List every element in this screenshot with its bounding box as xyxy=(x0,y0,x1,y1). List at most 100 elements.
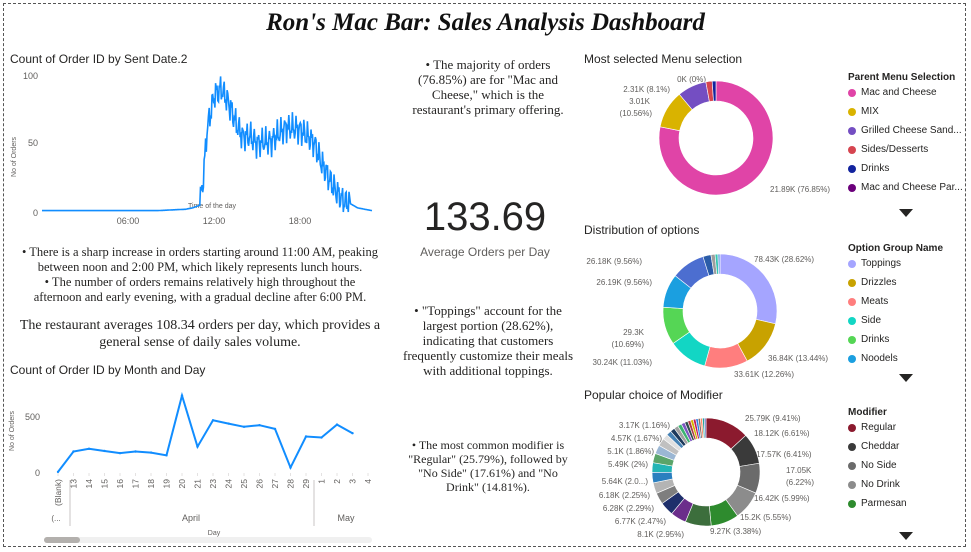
modifier-label-r3: 17.05K xyxy=(786,466,812,475)
menu-legend-item[interactable]: Drinks xyxy=(848,159,963,178)
modifier-slice[interactable] xyxy=(703,417,707,439)
modifier-legend-item[interactable]: No Side xyxy=(848,456,907,475)
modifier-legend-more-icon[interactable] xyxy=(899,532,913,540)
day-line-chart[interactable]: No of Orders 500 0 (... April May Day (B… xyxy=(0,376,390,538)
modifier-label-r1: 18.12K (6.61%) xyxy=(754,429,810,438)
options-legend-item[interactable]: Drizzles xyxy=(848,273,901,292)
day-x-tick-label: 27 xyxy=(270,479,280,489)
day-point[interactable] xyxy=(242,425,246,428)
day-point[interactable] xyxy=(320,436,323,439)
day-point[interactable] xyxy=(351,432,354,435)
options-label-toppings: 78.43K (28.62%) xyxy=(754,255,814,264)
modifier-insight: • The most common modifier is "Regular" … xyxy=(408,438,568,494)
menu-legend-item[interactable]: Grilled Cheese Sand... xyxy=(848,121,963,140)
menu-label-drinks: 0K (0%) xyxy=(677,75,706,84)
day-point[interactable] xyxy=(227,422,230,425)
modifier-label-l6: 6.28K (2.29%) xyxy=(603,504,654,513)
modifier-label-l5: 6.18K (2.25%) xyxy=(599,491,650,500)
scrollbar-thumb[interactable] xyxy=(44,537,80,543)
day-x-tick-label: 18 xyxy=(146,479,156,489)
modifier-donut-chart[interactable]: 25.79K (9.41%) 18.12K (6.61%) 17.57K (6.… xyxy=(582,404,842,542)
horizontal-scrollbar[interactable] xyxy=(44,537,372,543)
day-point[interactable] xyxy=(118,451,122,455)
menu-legend-item[interactable]: Mac and Cheese Par... xyxy=(848,178,963,197)
modifier-legend-title: Modifier xyxy=(848,407,887,418)
day-point[interactable] xyxy=(56,470,60,474)
day-point[interactable] xyxy=(196,445,199,448)
menu-slice[interactable] xyxy=(658,80,774,196)
day-point[interactable] xyxy=(273,427,277,431)
month-label-april: April xyxy=(182,513,200,523)
day-x-tick-label: 29 xyxy=(301,479,311,489)
options-legend-label: Toppings xyxy=(861,258,902,269)
time-y-tick-100: 100 xyxy=(23,71,38,81)
day-y-tick-500: 500 xyxy=(25,412,40,422)
day-x-tick-label: 20 xyxy=(177,479,187,489)
time-line-chart[interactable]: No of Orders 100 50 0 06:00 12:00 18:00 … xyxy=(0,62,390,232)
day-point[interactable] xyxy=(180,394,184,397)
options-legend-item[interactable]: Meats xyxy=(848,292,901,311)
kpi-value: 133.69 xyxy=(423,195,547,239)
menu-legend-swatch xyxy=(848,88,856,97)
menu-donut-chart[interactable]: 0K (0%) 2.31K (8.1%) 3.01K (10.56%) 21.8… xyxy=(582,66,842,206)
menu-legend-label: Grilled Cheese Sand... xyxy=(861,125,962,136)
modifier-legend-item[interactable]: Parmesan xyxy=(848,494,907,513)
modifier-legend-swatch xyxy=(848,461,856,470)
kpi-label: Average Orders per Day xyxy=(420,245,550,259)
day-point[interactable] xyxy=(87,447,91,451)
modifier-legend-label: No Drink xyxy=(861,479,900,490)
day-point[interactable] xyxy=(103,449,106,453)
day-point[interactable] xyxy=(72,450,75,453)
options-legend: Toppings Drizzles Meats Side Drinks Noodels xyxy=(848,254,901,368)
time-series-line[interactable] xyxy=(42,76,373,213)
day-x-tick-label: 17 xyxy=(131,479,141,489)
day-point[interactable] xyxy=(289,466,292,469)
day-x-tick-label: 21 xyxy=(193,479,203,489)
options-legend-item[interactable]: Side xyxy=(848,311,901,330)
modifier-label-r2: 17.57K (6.41%) xyxy=(756,450,812,459)
menu-legend-item[interactable]: Mac and Cheese xyxy=(848,83,963,102)
day-point[interactable] xyxy=(304,435,308,438)
modifier-legend-item[interactable]: Regular xyxy=(848,418,907,437)
menu-legend-more-icon[interactable] xyxy=(899,209,913,217)
modifier-legend-label: Parmesan xyxy=(861,498,907,509)
day-point[interactable] xyxy=(149,451,153,454)
day-point[interactable] xyxy=(211,419,215,422)
menu-legend-label: Drinks xyxy=(861,163,890,174)
options-donut-chart[interactable]: 78.43K (28.62%) 36.84K (13.44%) 33.61K (… xyxy=(582,237,842,387)
day-x-tick-label: 3 xyxy=(348,479,358,484)
modifier-label-r7: 9.27K (3.38%) xyxy=(710,527,761,536)
options-legend-more-icon[interactable] xyxy=(899,374,913,382)
modifier-label-l1: 4.57K (1.67%) xyxy=(611,434,662,443)
menu-legend-label: MIX xyxy=(861,106,879,117)
modifier-label-l4: 5.64K (2.0...) xyxy=(602,477,649,486)
options-legend-item[interactable]: Toppings xyxy=(848,254,901,273)
modifier-label-l7: 6.77K (2.47%) xyxy=(615,517,666,526)
options-slice[interactable] xyxy=(717,253,721,275)
menu-slice[interactable] xyxy=(711,80,717,102)
day-series-line[interactable] xyxy=(57,391,353,473)
day-x-tick-label: 2 xyxy=(332,479,342,484)
day-point[interactable] xyxy=(258,423,261,427)
options-legend-item[interactable]: Noodels xyxy=(848,349,901,368)
options-legend-item[interactable]: Drinks xyxy=(848,330,901,349)
modifier-label-r6: 15.2K (5.55%) xyxy=(740,513,791,522)
menu-legend: Mac and Cheese MIX Grilled Cheese Sand... S… xyxy=(848,83,963,197)
modifier-legend-label: Regular xyxy=(861,422,897,433)
day-x-tick-label: 19 xyxy=(162,479,172,489)
modifier-legend-item[interactable]: No Drink xyxy=(848,475,907,494)
modifier-chart-title: Popular choice of Modifier xyxy=(584,388,723,402)
options-chart-title: Distribution of options xyxy=(584,223,700,237)
options-slice[interactable] xyxy=(719,253,778,325)
day-point[interactable] xyxy=(335,423,339,426)
menu-legend-label: Mac and Cheese xyxy=(861,87,937,98)
menu-legend-item[interactable]: MIX xyxy=(848,102,963,121)
menu-legend-item[interactable]: Sides/Desserts xyxy=(848,140,963,159)
modifier-legend-item[interactable]: Cheddar xyxy=(848,437,907,456)
day-x-tick-label: 14 xyxy=(84,479,94,489)
day-x-tick-label: 15 xyxy=(100,479,110,489)
options-legend-swatch xyxy=(848,316,856,325)
options-label-drizzles: 36.84K (13.44%) xyxy=(768,354,828,363)
day-point[interactable] xyxy=(165,454,168,457)
day-point[interactable] xyxy=(134,450,137,453)
